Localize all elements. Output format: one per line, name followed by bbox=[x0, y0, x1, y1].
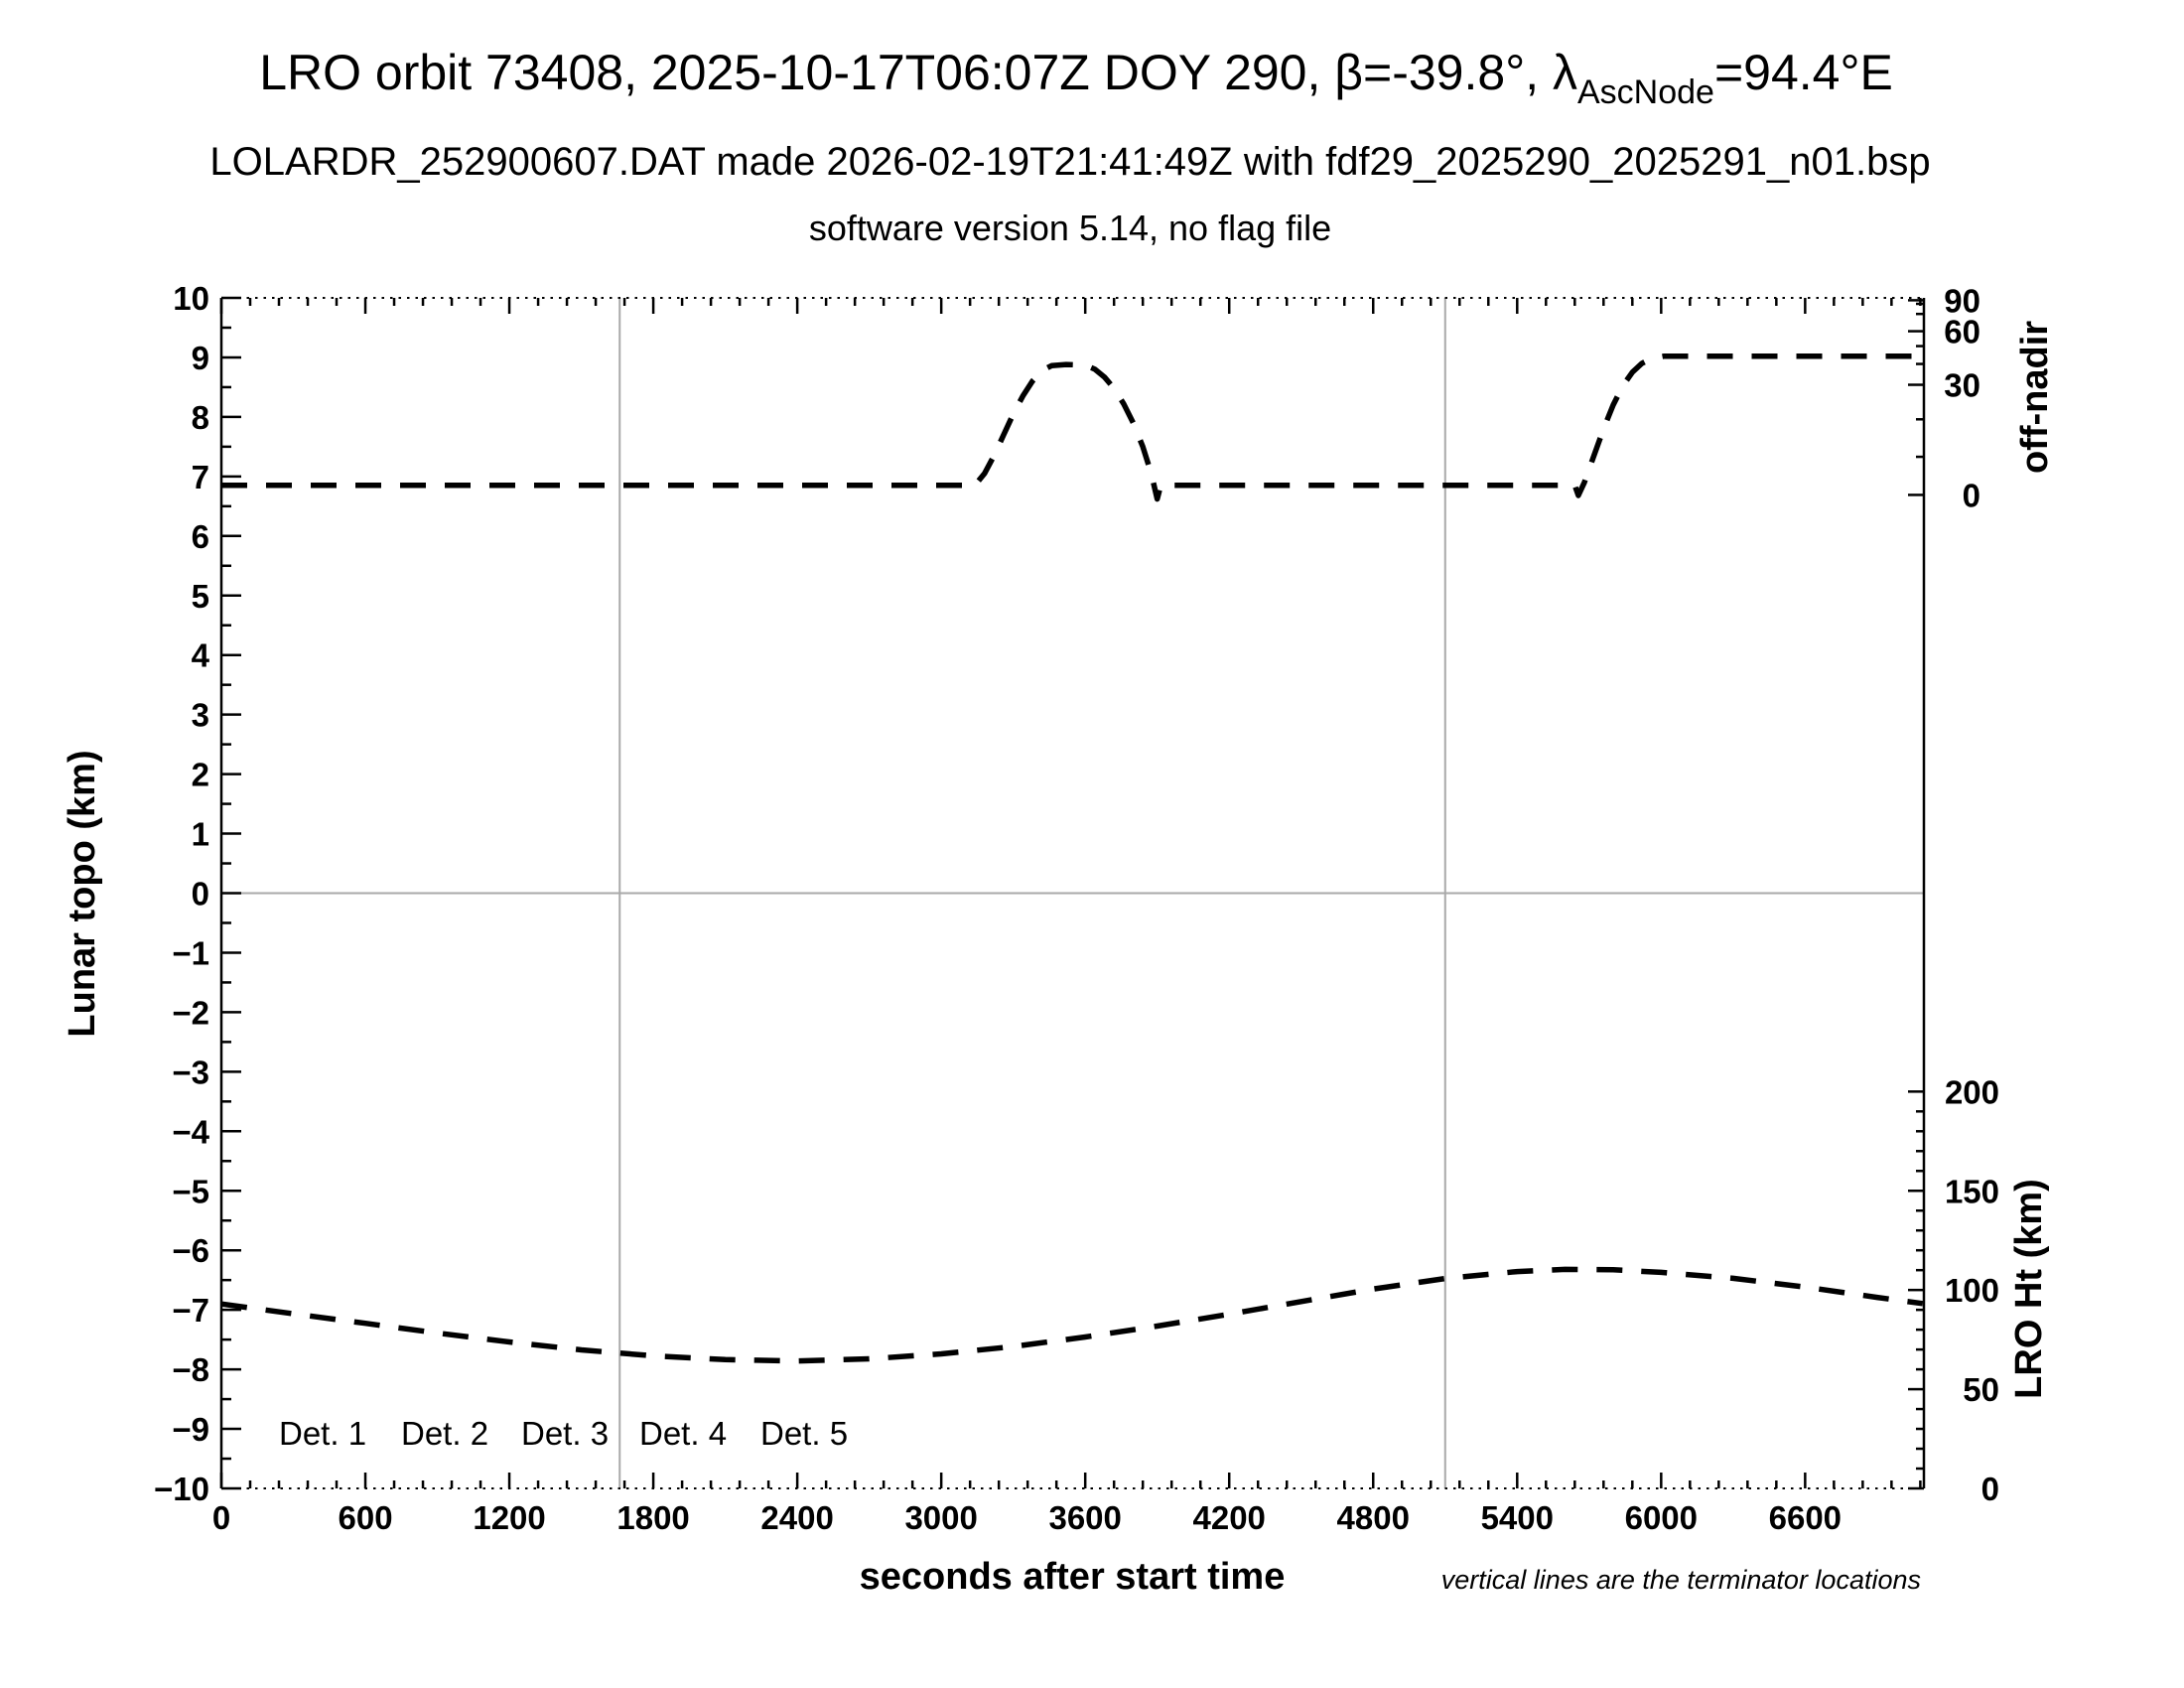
offnadir-tick-label: 60 bbox=[1944, 314, 1980, 351]
left-tick-label: −4 bbox=[172, 1113, 209, 1150]
left-tick-label: −9 bbox=[172, 1411, 209, 1448]
left-tick-label: 4 bbox=[192, 637, 210, 674]
left-tick-label: 5 bbox=[192, 578, 209, 615]
left-tick-label: 2 bbox=[192, 757, 209, 793]
x-tick-label: 600 bbox=[339, 1499, 393, 1536]
lro-ht-tick-label: 200 bbox=[1945, 1073, 1999, 1110]
legend-item-det-3: Det. 3 bbox=[521, 1415, 609, 1452]
x-tick-label: 6600 bbox=[1769, 1499, 1842, 1536]
x-tick-label: 3600 bbox=[1048, 1499, 1121, 1536]
left-axis-title: Lunar topo (km) bbox=[62, 750, 103, 1037]
x-tick-label: 2400 bbox=[760, 1499, 833, 1536]
left-tick-label: −5 bbox=[172, 1173, 209, 1209]
left-tick-label: 9 bbox=[192, 340, 209, 376]
legend-item-det-5: Det. 5 bbox=[760, 1415, 848, 1452]
left-tick-label: −8 bbox=[172, 1351, 209, 1388]
lro-ht-tick-label: 0 bbox=[1981, 1471, 1999, 1507]
x-tick-label: 4200 bbox=[1193, 1499, 1266, 1536]
legend: Det. 1 Det. 2 Det. 3 Det. 4 Det. 5 bbox=[279, 1415, 848, 1452]
left-tick-label: 6 bbox=[192, 518, 209, 555]
legend-item-det-2: Det. 2 bbox=[401, 1415, 488, 1452]
left-tick-label: −10 bbox=[154, 1471, 209, 1507]
x-tick-label: 0 bbox=[212, 1499, 230, 1536]
lro-ht-tick-label: 50 bbox=[1963, 1371, 1999, 1408]
chart-title-subscript: AscNode bbox=[1577, 73, 1714, 111]
x-tick-label: 6000 bbox=[1625, 1499, 1698, 1536]
chart-subtitle-version: software version 5.14, no flag file bbox=[809, 208, 1331, 248]
left-tick-label: −3 bbox=[172, 1054, 209, 1090]
left-tick-label: 0 bbox=[192, 876, 209, 913]
legend-item-det-1: Det. 1 bbox=[279, 1415, 366, 1452]
chart-title-suffix: =94.4°E bbox=[1714, 45, 1893, 100]
left-tick-label: 7 bbox=[192, 459, 209, 495]
offnadir-tick-label: 90 bbox=[1944, 282, 1980, 319]
lro-ht-tick-label: 150 bbox=[1945, 1173, 1999, 1209]
chart-title: LRO orbit 73408, 2025-10-17T06:07Z DOY 2… bbox=[259, 45, 1893, 111]
lro-height-curve bbox=[220, 1266, 1924, 1364]
x-axis-title: seconds after start time bbox=[860, 1556, 1286, 1598]
offnadir-tick-label: 30 bbox=[1944, 367, 1980, 404]
off-nadir-curve bbox=[221, 353, 1923, 502]
left-tick-label: 3 bbox=[192, 697, 209, 734]
left-tick-label: −2 bbox=[172, 994, 209, 1031]
x-tick-label: 3000 bbox=[904, 1499, 977, 1536]
left-tick-label: −6 bbox=[172, 1232, 209, 1269]
left-tick-label: −7 bbox=[172, 1292, 209, 1329]
x-tick-label: 1800 bbox=[616, 1499, 689, 1536]
legend-item-det-4: Det. 4 bbox=[639, 1415, 727, 1452]
offnadir-axis-title: off-nadir bbox=[2014, 321, 2056, 474]
left-tick-label: 1 bbox=[192, 816, 209, 853]
chart-title-prefix: LRO orbit 73408, 2025-10-17T06:07Z DOY 2… bbox=[259, 45, 1577, 100]
plot-area: 0 600 1200 1800 2400 3000 3600 4200 4800 5400 6000… bbox=[154, 280, 1999, 1536]
left-tick-label: 8 bbox=[192, 399, 209, 436]
lro-ht-axis-title: LRO Ht (km) bbox=[2008, 1179, 2050, 1399]
x-tick-label: 4800 bbox=[1337, 1499, 1410, 1536]
offnadir-tick-label: 0 bbox=[1963, 477, 1980, 513]
left-tick-label: 10 bbox=[173, 280, 209, 317]
x-tick-label: 5400 bbox=[1481, 1499, 1554, 1536]
left-tick-label: −1 bbox=[172, 934, 209, 971]
terminator-footnote: vertical lines are the terminator locati… bbox=[1441, 1565, 1921, 1595]
x-tick-label: 1200 bbox=[473, 1499, 545, 1536]
chart-subtitle-file: LOLARDR_252900607.DAT made 2026-02-19T21… bbox=[209, 140, 1930, 184]
lro-ht-tick-label: 100 bbox=[1945, 1272, 1999, 1309]
